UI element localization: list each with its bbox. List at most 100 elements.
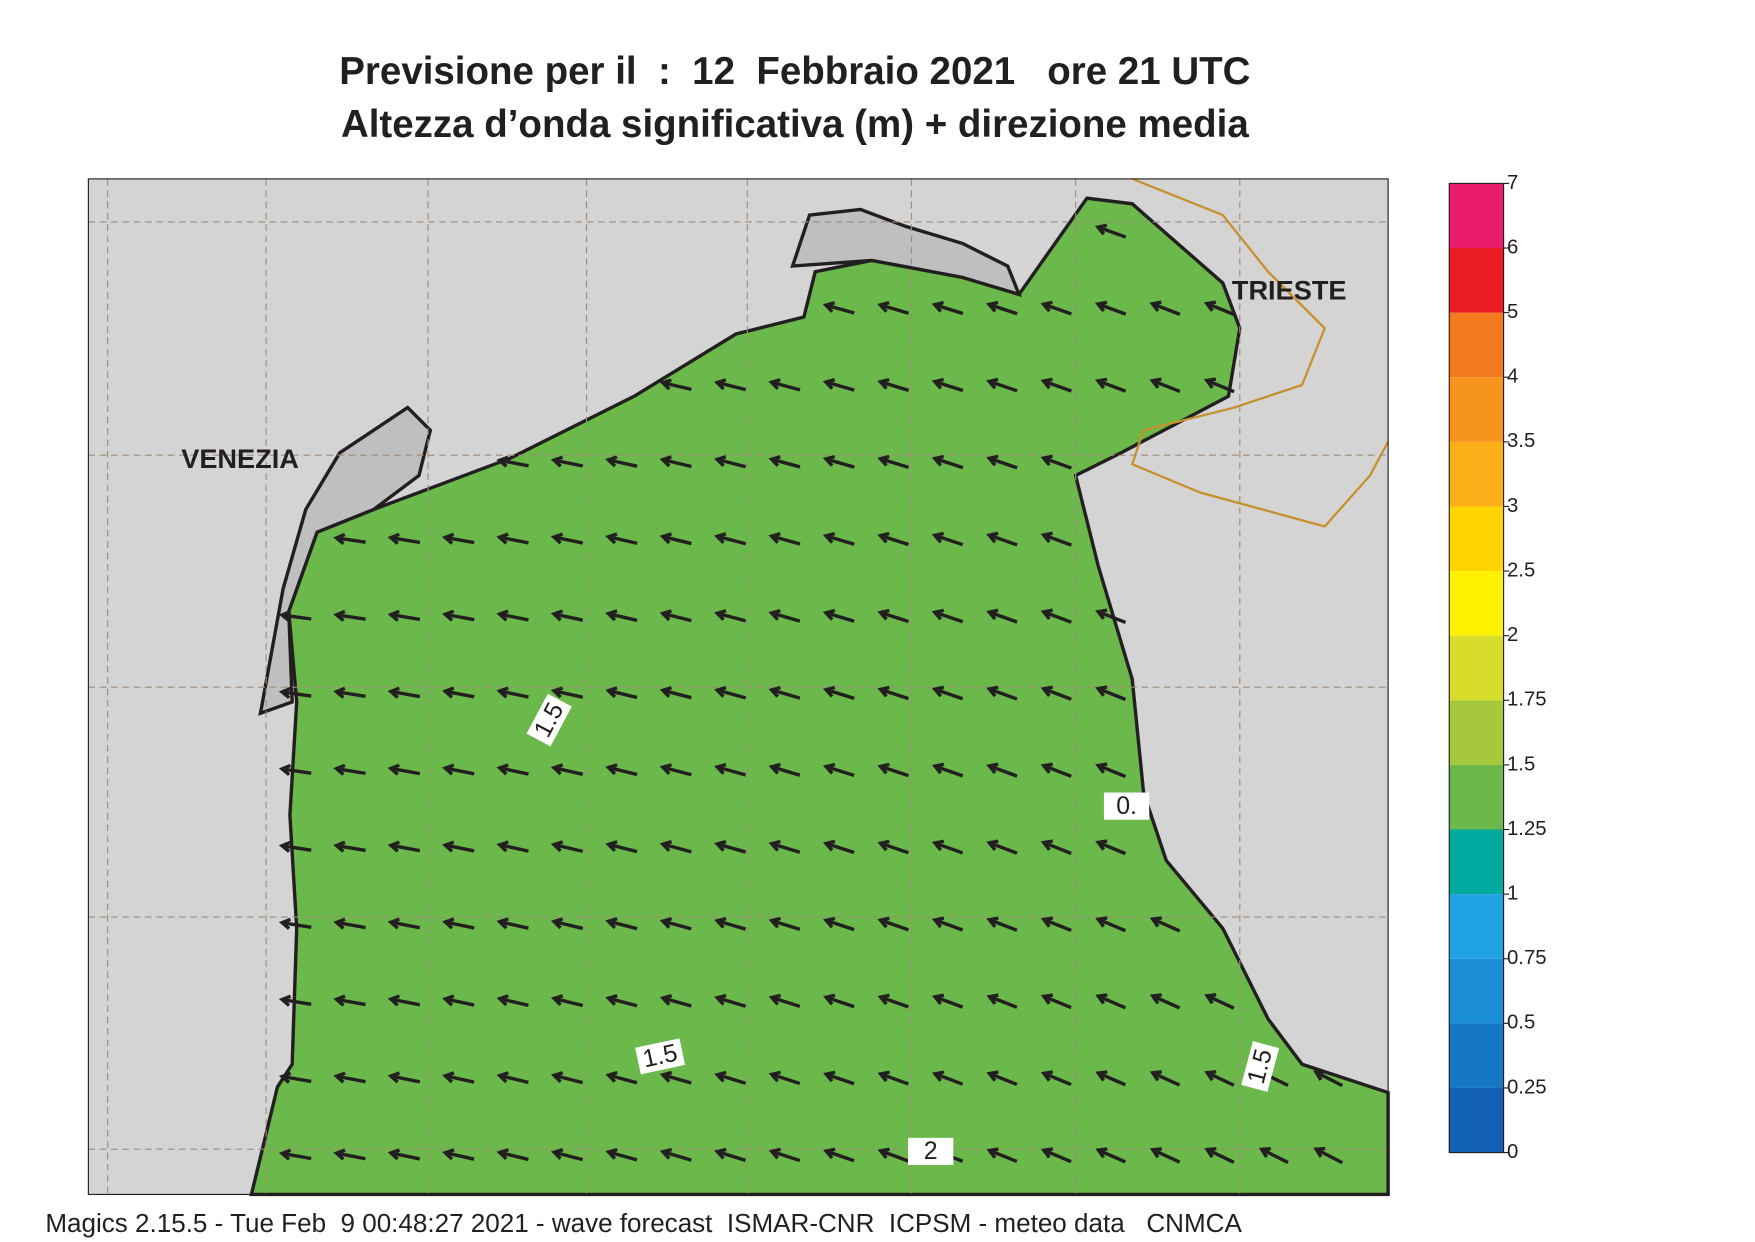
legend-swatch bbox=[1449, 1087, 1504, 1153]
arrow bbox=[442, 763, 475, 776]
contour-label: 0. bbox=[1103, 792, 1150, 820]
arrow bbox=[931, 1070, 964, 1086]
arrow bbox=[442, 686, 475, 699]
arrow bbox=[986, 916, 1018, 932]
arrow bbox=[822, 378, 855, 392]
arrow bbox=[1040, 531, 1072, 547]
arrow bbox=[1313, 1069, 1344, 1088]
arrow bbox=[1095, 839, 1127, 856]
place-label: VENEZIA bbox=[181, 443, 299, 474]
arrow bbox=[605, 1147, 638, 1162]
legend-swatch bbox=[1449, 894, 1504, 959]
arrow bbox=[877, 993, 909, 1009]
arrow bbox=[1095, 993, 1127, 1010]
arrow bbox=[1040, 454, 1072, 470]
arrow bbox=[442, 840, 475, 853]
arrow bbox=[1258, 1146, 1289, 1165]
arrow bbox=[387, 840, 421, 853]
map-frame bbox=[87, 178, 1389, 1196]
arrow bbox=[1149, 300, 1181, 316]
arrow bbox=[1040, 916, 1072, 933]
arrow bbox=[278, 994, 312, 1007]
legend-swatch bbox=[1449, 248, 1504, 313]
arrow bbox=[496, 609, 529, 622]
arrow bbox=[822, 608, 855, 623]
arrow bbox=[496, 1148, 529, 1162]
arrow bbox=[550, 455, 584, 468]
subtitle: Altezza d’onda significativa (m) + direz… bbox=[341, 103, 1249, 146]
arrow bbox=[986, 608, 1018, 624]
contour-label-text: 0. bbox=[1116, 792, 1137, 820]
arrow bbox=[442, 994, 475, 1007]
arrow bbox=[877, 685, 910, 701]
contour-label-bg bbox=[635, 1038, 686, 1075]
arrow bbox=[1095, 685, 1127, 702]
legend-label: 3 bbox=[1507, 495, 1518, 517]
arrow bbox=[931, 685, 964, 701]
arrow bbox=[333, 1148, 366, 1161]
contour-label-bg bbox=[526, 693, 572, 747]
arrow bbox=[496, 1071, 529, 1085]
arrow bbox=[550, 840, 584, 854]
arrow bbox=[442, 917, 475, 930]
legend-swatch bbox=[1449, 571, 1504, 636]
legend-swatch bbox=[1449, 764, 1504, 830]
arrow bbox=[931, 531, 964, 547]
arrow bbox=[442, 1071, 475, 1084]
arrow bbox=[1095, 1070, 1127, 1087]
arrow bbox=[605, 840, 638, 854]
arrow bbox=[986, 762, 1018, 778]
arrow bbox=[877, 531, 910, 547]
contour-label-bg bbox=[1103, 792, 1150, 820]
border bbox=[1130, 177, 1390, 528]
lagoon-venezia bbox=[258, 405, 433, 716]
arrow bbox=[768, 1070, 801, 1086]
arrow bbox=[713, 378, 747, 392]
arrow bbox=[387, 1071, 421, 1084]
arrow bbox=[931, 377, 964, 393]
arrow bbox=[605, 763, 638, 777]
arrow bbox=[986, 454, 1018, 470]
arrow bbox=[1094, 377, 1127, 393]
arrow bbox=[714, 609, 747, 623]
legend-swatch bbox=[1449, 829, 1504, 895]
arrow bbox=[387, 686, 421, 699]
legend-swatch bbox=[1449, 958, 1504, 1024]
arrow bbox=[550, 917, 584, 931]
arrow bbox=[659, 378, 692, 392]
arrow bbox=[605, 686, 638, 700]
legend-swatch bbox=[1449, 700, 1504, 765]
arrow bbox=[823, 1147, 855, 1163]
arrow bbox=[496, 455, 529, 468]
legend-label: 2 bbox=[1507, 624, 1518, 646]
arrow bbox=[714, 916, 747, 931]
arrow bbox=[768, 532, 801, 546]
arrow bbox=[1149, 1070, 1181, 1087]
arrow bbox=[387, 763, 421, 776]
arrow bbox=[387, 994, 421, 1007]
arrow bbox=[823, 916, 855, 932]
arrow bbox=[1204, 1070, 1235, 1087]
arrow bbox=[931, 916, 964, 932]
arrow bbox=[1203, 377, 1235, 394]
arrow bbox=[278, 917, 312, 930]
arrow bbox=[986, 993, 1018, 1009]
arrow bbox=[823, 993, 855, 1009]
contour-label-bg bbox=[1241, 1041, 1280, 1092]
arrow bbox=[877, 1147, 909, 1163]
arrow bbox=[605, 455, 638, 468]
arrow bbox=[768, 839, 801, 854]
arrow bbox=[877, 300, 910, 315]
arrow bbox=[713, 455, 747, 469]
arrow bbox=[387, 532, 421, 545]
arrow bbox=[278, 840, 312, 853]
arrow bbox=[768, 916, 801, 931]
arrow bbox=[1040, 1070, 1072, 1087]
arrow bbox=[714, 1070, 747, 1085]
arrow bbox=[1095, 916, 1127, 933]
arrow bbox=[1040, 993, 1072, 1010]
arrow bbox=[931, 839, 964, 855]
arrow bbox=[278, 686, 312, 700]
arrow bbox=[1313, 1146, 1344, 1165]
arrow bbox=[605, 917, 638, 931]
